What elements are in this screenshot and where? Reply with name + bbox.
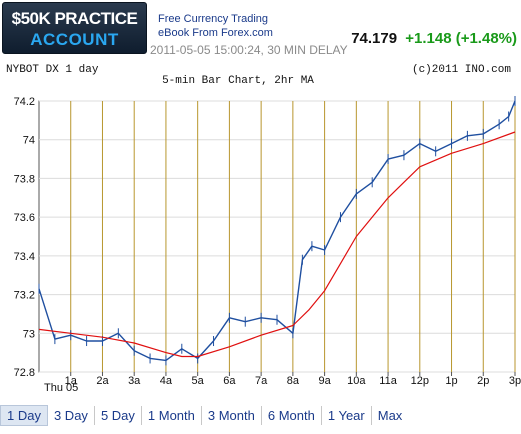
- y-tick-label: 73.2: [14, 290, 35, 302]
- ad-line-1: $50K PRACTICE: [11, 9, 138, 28]
- timeframe-selector: 1 Day 3 Day 5 Day 1 Month 3 Month 6 Month 1 Ye…: [0, 404, 521, 426]
- x-tick-label: 10a: [347, 375, 366, 387]
- promo-line-2: eBook From Forex.com: [158, 27, 273, 39]
- timeframe-6-month[interactable]: 6 Month: [262, 405, 322, 425]
- timeframe-3-day[interactable]: 3 Day: [48, 405, 95, 425]
- y-tick-label: 74.2: [14, 96, 35, 108]
- y-tick-label: 73: [23, 328, 35, 340]
- x-tick-label: 7a: [255, 375, 268, 387]
- x-tick-label: 8a: [287, 375, 300, 387]
- quote-summary: 74.179 +1.148 (+1.48%): [351, 30, 517, 47]
- x-tick-label: 3p: [509, 375, 521, 387]
- timeframe-1-month[interactable]: 1 Month: [142, 405, 202, 425]
- price-change: +1.148 (+1.48%): [405, 30, 517, 47]
- ad-line-2: ACCOUNT: [30, 30, 119, 49]
- timestamp: 2011-05-05 15:00:24, 30 MIN DELAY: [150, 43, 348, 57]
- x-tick-label: 1a: [65, 375, 78, 387]
- x-tick-label: 5a: [192, 375, 205, 387]
- chart-subtitle: 5-min Bar Chart, 2hr MA: [162, 75, 314, 87]
- x-tick-label: 2a: [96, 375, 109, 387]
- y-tick-label: 72.8: [14, 367, 35, 379]
- y-axis: 72.8 73 73.2 73.4 73.6 73.8 74 74.2: [14, 96, 35, 379]
- grid-layer: [39, 100, 516, 373]
- chart-svg: NYBOT DX 1 day 5-min Bar Chart, 2hr MA (…: [6, 64, 521, 394]
- x-tick-label: 12p: [411, 375, 429, 387]
- promo-link[interactable]: Free Currency Trading eBook From Forex.c…: [158, 12, 273, 40]
- x-tick-label: 2p: [477, 375, 489, 387]
- x-tick-label: 9a: [318, 375, 331, 387]
- timeframe-max[interactable]: Max: [377, 407, 403, 423]
- x-axis: 1a 2a 3a 4a 5a 6a 7a 8a 9a 10a 11a 12p 1p 2p 3p: [65, 372, 521, 387]
- symbol-label: NYBOT DX 1 day: [6, 64, 99, 76]
- timeframe-1-day[interactable]: 1 Day: [0, 404, 48, 426]
- timeframe-5-day[interactable]: 5 Day: [95, 405, 142, 425]
- timeframe-3-month[interactable]: 3 Month: [202, 405, 262, 425]
- last-price: 74.179: [351, 30, 398, 47]
- copyright-label: (c)2011 INO.com: [412, 64, 511, 76]
- y-tick-label: 74: [23, 135, 35, 147]
- x-tick-label: 11a: [379, 375, 397, 387]
- moving-average-line: [38, 131, 516, 358]
- x-tick-label: 4a: [160, 375, 173, 387]
- price-chart: NYBOT DX 1 day 5-min Bar Chart, 2hr MA (…: [0, 58, 521, 398]
- x-tick-label: 6a: [223, 375, 236, 387]
- practice-account-ad-banner[interactable]: $50K PRACTICE ACCOUNT: [2, 2, 147, 54]
- plot-frame: [38, 100, 516, 373]
- timeframe-1-year[interactable]: 1 Year: [322, 405, 372, 425]
- y-tick-label: 73.4: [14, 251, 35, 263]
- y-tick-label: 73.6: [14, 212, 35, 224]
- x-tick-label: 1p: [445, 375, 457, 387]
- series-layer: [38, 96, 516, 366]
- y-tick-label: 73.8: [14, 173, 35, 185]
- promo-line-1: Free Currency Trading: [158, 13, 269, 25]
- x-tick-label: 3a: [128, 375, 141, 387]
- date-label: Thu 05: [44, 382, 78, 394]
